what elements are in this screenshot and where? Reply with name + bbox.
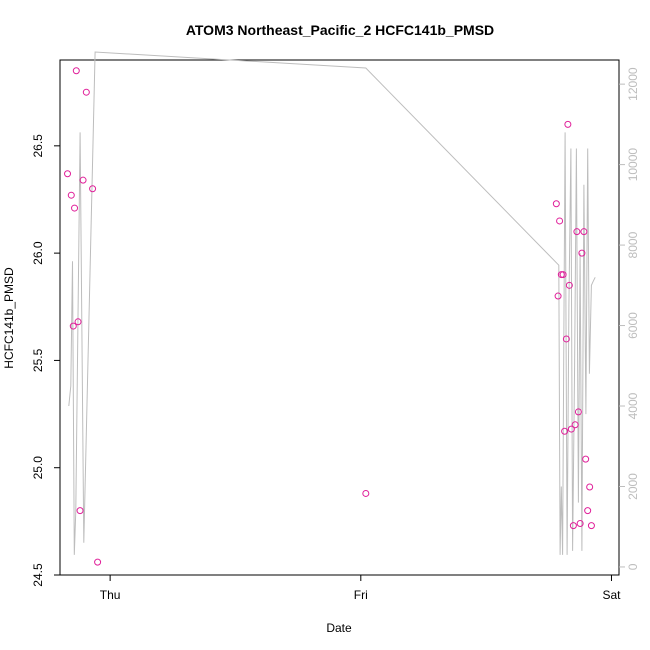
y-tick-label: 25.0 bbox=[31, 456, 45, 480]
secondary-series-line bbox=[68, 51, 596, 555]
y-tick-label: 26.5 bbox=[31, 134, 45, 158]
data-point bbox=[561, 427, 569, 435]
data-point bbox=[569, 522, 577, 530]
y2-tick-label: 12000 bbox=[626, 67, 640, 101]
data-point bbox=[552, 200, 560, 208]
data-point bbox=[564, 120, 572, 128]
y2-tick-label: 8000 bbox=[626, 231, 640, 258]
data-point bbox=[580, 228, 588, 236]
data-point bbox=[94, 558, 102, 566]
chart-title: ATOM3 Northeast_Pacific_2 HCFC141b_PMSD bbox=[186, 22, 494, 38]
y-axis-right: 0 2000 4000 6000 8000 10000 12000 bbox=[619, 67, 640, 570]
x-axis: Thu Fri Sat bbox=[100, 575, 621, 602]
data-point bbox=[571, 421, 579, 429]
plot-frame bbox=[59, 59, 620, 576]
data-point bbox=[72, 67, 80, 75]
data-point bbox=[556, 217, 564, 225]
x-axis-label: Date bbox=[326, 621, 352, 635]
data-point bbox=[89, 185, 97, 193]
data-point bbox=[79, 176, 87, 184]
data-point bbox=[64, 170, 72, 178]
y-tick-label: 25.5 bbox=[31, 348, 45, 372]
data-point bbox=[559, 271, 567, 279]
data-point bbox=[82, 88, 90, 96]
data-point bbox=[567, 425, 575, 433]
data-point bbox=[554, 292, 562, 300]
data-point bbox=[565, 281, 573, 289]
data-point bbox=[584, 507, 592, 515]
y-tick-label: 24.5 bbox=[31, 563, 45, 587]
y-tick-label: 26.0 bbox=[31, 241, 45, 265]
y-axis-left: 24.5 25.0 25.5 26.0 26.5 bbox=[31, 134, 60, 587]
y2-tick-label: 0 bbox=[626, 563, 640, 570]
primary-series-points bbox=[64, 67, 595, 566]
data-point bbox=[71, 204, 79, 212]
x-tick-label: Fri bbox=[354, 588, 368, 602]
data-point bbox=[578, 249, 586, 257]
x-tick-label: Sat bbox=[602, 588, 621, 602]
y-axis-label: HCFC141b_PMSD bbox=[2, 267, 16, 369]
data-point bbox=[586, 483, 594, 491]
data-point bbox=[573, 228, 581, 236]
data-point bbox=[69, 322, 77, 330]
y2-tick-label: 6000 bbox=[626, 312, 640, 339]
data-point bbox=[362, 489, 370, 497]
y2-tick-label: 2000 bbox=[626, 473, 640, 500]
data-point bbox=[74, 318, 82, 326]
data-point bbox=[576, 520, 584, 527]
data-point bbox=[582, 455, 590, 463]
x-tick-label: Thu bbox=[100, 588, 121, 602]
data-point bbox=[587, 522, 595, 530]
data-point bbox=[574, 408, 582, 416]
data-point bbox=[76, 507, 84, 515]
data-point bbox=[67, 191, 75, 199]
y2-tick-label: 4000 bbox=[626, 392, 640, 419]
data-point bbox=[562, 335, 570, 343]
series-line bbox=[68, 51, 596, 555]
y2-tick-label: 10000 bbox=[626, 148, 640, 182]
